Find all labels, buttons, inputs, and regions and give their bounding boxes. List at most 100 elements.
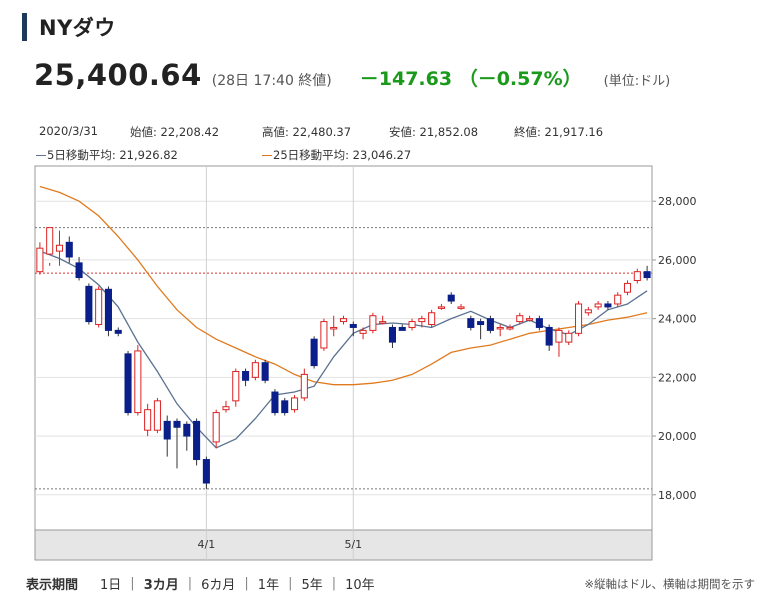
candle-up [251,359,259,381]
candle-body [614,294,622,305]
candle-body [281,400,289,414]
candle-down [447,292,455,304]
candle-body [271,391,279,414]
candle-up [379,315,387,325]
candle-down [85,283,93,325]
period-label: 表示期間 [26,578,79,593]
candle-up [153,397,161,434]
candle-body [486,318,494,331]
candle-down [202,456,210,489]
period-separator: | [331,576,337,591]
period-separator: | [288,576,293,591]
y-tick-label: 20,000 [658,430,697,443]
candle-body [526,318,534,321]
candle-down [104,286,112,337]
candle-up [222,400,230,413]
candle-up [437,303,445,310]
candle-up [457,303,465,310]
candle-up [369,312,377,334]
candle-body [242,370,250,381]
candle-up [614,292,622,307]
candle-body [183,423,191,437]
candle-body [104,288,112,331]
page-header: NYダウ [22,13,116,41]
candle-up [320,318,328,351]
candle-down [173,418,181,469]
candle-down [242,368,250,387]
candle-up [506,324,514,331]
period-1y[interactable]: 1年 [257,578,280,593]
info-close: 終値: 21,917.16 [514,125,604,139]
candle-down [75,257,83,281]
legend-ma5: 5日移動平均: 21,926.82 [36,147,178,163]
candle-up [300,368,308,401]
period-3m[interactable]: 3カ月 [143,578,179,593]
price-change: －147.63 （－0.57%） [359,68,582,90]
candle-up [623,280,632,296]
period-10y[interactable]: 10年 [345,578,375,593]
candle-up [428,309,436,328]
candle-body [193,420,201,461]
candle-up [584,306,592,316]
candle-body [496,326,504,330]
candle-body [153,400,161,431]
candle-body [95,288,103,326]
candle-up [55,230,64,266]
legend-ma25: 25日移動平均: 23,046.27 [262,147,411,163]
candle-body [65,241,73,258]
candle-body [349,324,357,328]
candle-up [36,242,44,275]
period-5y[interactable]: 5年 [301,578,323,593]
price-unit: (単位:ドル) [603,74,671,89]
candle-down [535,315,543,331]
candle-body [379,321,387,324]
candle-down [193,418,201,466]
candle-body [535,318,543,328]
candle-up [516,312,524,325]
candle-up [339,315,348,325]
candle-down [349,321,357,337]
candle-body [124,353,132,414]
y-axis-labels: 18,000 20,000 22,000 24,000 26,000 28,000 [652,195,697,502]
y-tick-label: 26,000 [658,254,697,267]
candle-up [575,301,583,337]
candle-body [437,306,445,309]
candle-up [408,318,416,331]
candles-layer [36,227,651,489]
candle-body [251,362,259,378]
period-1d[interactable]: 1日 [100,578,122,593]
candle-body [261,362,269,381]
candle-body [388,326,397,343]
info-date: 2020/3/31 [39,124,98,138]
candle-body [75,262,83,279]
y-tick-label: 24,000 [658,313,697,326]
candle-body [555,329,563,343]
candle-up [633,268,641,284]
candle-down [163,415,171,457]
y-tick-label: 22,000 [658,371,697,384]
candle-body [202,459,210,484]
candle-body [604,303,612,308]
x-axis-labels: 4/1 5/1 [198,538,363,551]
reference-lines [35,227,652,490]
candle-body [623,282,632,293]
title-accent-bar [22,13,27,41]
x-axis-band [34,529,653,561]
candle-down [477,318,485,340]
candle-body [320,321,328,349]
candle-body [369,315,377,331]
candle-body [516,315,524,323]
candle-body [594,303,602,308]
candle-down [604,301,612,310]
candle-body [290,397,299,411]
info-low: 安値: 21,852.08 [389,125,479,139]
axis-note: ※縦軸はドル、横軸は期間を示す [584,577,755,591]
period-6m[interactable]: 6カ月 [201,578,236,593]
y-tick-label: 18,000 [658,489,697,502]
candle-down [467,315,475,331]
candle-up [232,368,240,407]
candle-up [95,286,103,328]
y-tick-label: 28,000 [658,195,697,208]
candle-body [398,326,406,331]
candle-down [398,324,406,331]
